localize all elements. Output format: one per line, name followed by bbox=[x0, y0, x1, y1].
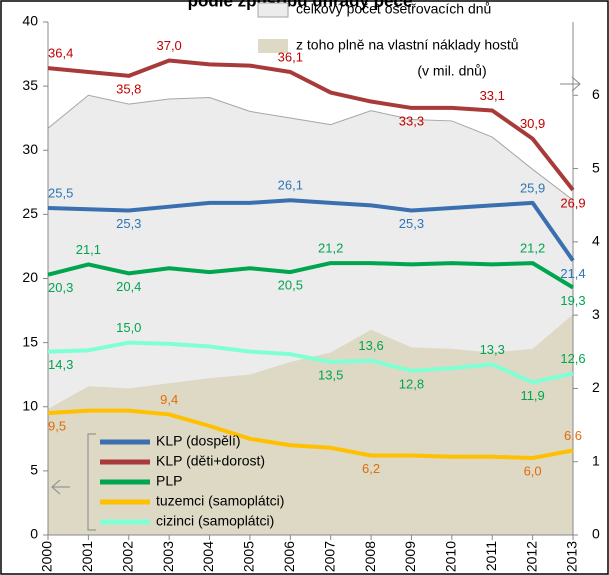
data-label: 21,2 bbox=[520, 241, 545, 256]
y-tick-label: 20 bbox=[22, 269, 38, 285]
data-label: 12,8 bbox=[399, 376, 424, 391]
line bbox=[47, 261, 575, 290]
data-label: 9,5 bbox=[48, 419, 66, 434]
legend-bracket bbox=[87, 433, 96, 531]
x-tick-label: 2008 bbox=[362, 541, 378, 572]
data-label: 6,2 bbox=[362, 461, 380, 476]
data-label: 20,3 bbox=[48, 280, 73, 295]
x-tick-label: 2010 bbox=[443, 541, 459, 572]
y2-tick-label: 0 bbox=[592, 526, 600, 542]
x-tick-label: 2013 bbox=[564, 541, 580, 572]
data-label: 20,4 bbox=[116, 279, 141, 294]
y-tick-label: 25 bbox=[22, 205, 38, 221]
x-tick-label: 2004 bbox=[200, 541, 216, 572]
x-tick-label: 2009 bbox=[402, 541, 418, 572]
y-tick-label: 5 bbox=[30, 462, 38, 478]
data-label: 20,5 bbox=[278, 278, 303, 293]
data-label: 37,0 bbox=[156, 38, 181, 53]
legend-swatch bbox=[257, 2, 289, 18]
line bbox=[47, 198, 575, 262]
data-label: 13,3 bbox=[480, 342, 505, 357]
y2-tick-label: 4 bbox=[592, 233, 600, 249]
arrow-left bbox=[51, 479, 70, 495]
data-label: 6,6 bbox=[564, 428, 582, 443]
x-tick-label: 2000 bbox=[39, 541, 55, 572]
data-label: 33,1 bbox=[480, 88, 505, 103]
y2-tick-label: 1 bbox=[592, 452, 600, 468]
y-tick-label: 10 bbox=[22, 397, 38, 413]
data-label: 15,0 bbox=[116, 320, 141, 335]
data-label: 26,1 bbox=[278, 178, 303, 193]
arrow-right bbox=[560, 76, 581, 92]
data-label: 21,4 bbox=[560, 266, 585, 281]
data-label: 36,1 bbox=[278, 49, 303, 64]
data-label: 6,0 bbox=[524, 463, 542, 478]
data-label: 13,6 bbox=[358, 338, 383, 353]
y2-tick-label: 2 bbox=[592, 379, 600, 395]
legend-label: tuzemci (samoplátci) bbox=[156, 493, 284, 509]
x-tick-label: 2012 bbox=[523, 541, 539, 572]
legend-label: cizinci (samoplátci) bbox=[156, 513, 274, 529]
data-label: 19,3 bbox=[560, 293, 585, 308]
x-tick-label: 2011 bbox=[483, 541, 499, 571]
chart-title: podle způsobu úhrady péče bbox=[188, 0, 413, 10]
legend-label: PLP bbox=[156, 473, 182, 489]
line bbox=[47, 340, 574, 385]
data-label: 13,5 bbox=[318, 367, 343, 382]
legend-label: KLP (děti+dorost) bbox=[156, 453, 265, 469]
data-label: 25,9 bbox=[520, 180, 545, 195]
data-label: 26,9 bbox=[560, 195, 585, 210]
data-label: 21,1 bbox=[76, 242, 101, 257]
x-tick-label: 2007 bbox=[321, 541, 337, 572]
y-tick-label: 40 bbox=[22, 13, 38, 29]
x-tick-label: 2001 bbox=[79, 541, 95, 572]
data-label: 11,9 bbox=[520, 388, 544, 403]
data-label: 33,3 bbox=[399, 113, 424, 128]
data-label: 21,2 bbox=[318, 241, 343, 256]
data-label: 25,3 bbox=[116, 216, 141, 231]
legend-label: KLP (dospělí) bbox=[156, 433, 241, 449]
legend-label: celkový počet ošetřovacích dnů bbox=[296, 1, 491, 17]
y-tick-label: 30 bbox=[22, 141, 38, 157]
x-tick-label: 2005 bbox=[241, 541, 257, 572]
x-tick-label: 2002 bbox=[119, 541, 135, 572]
data-label: 25,3 bbox=[399, 216, 424, 231]
data-label: 36,4 bbox=[48, 46, 73, 61]
data-label: 12,6 bbox=[560, 351, 585, 366]
y-tick-label: 0 bbox=[30, 526, 38, 542]
y-tick-label: 35 bbox=[22, 77, 38, 93]
x-tick-label: 2006 bbox=[281, 541, 297, 572]
line bbox=[47, 58, 575, 192]
data-label: 14,3 bbox=[48, 357, 73, 372]
data-label: 35,8 bbox=[116, 81, 141, 96]
x-tick-label: 2003 bbox=[160, 541, 176, 572]
y-tick-label: 15 bbox=[22, 333, 38, 349]
data-label: 9,4 bbox=[160, 392, 178, 407]
annotation: (v mil. dnů) bbox=[417, 63, 486, 79]
data-label: 25,5 bbox=[48, 185, 73, 200]
y2-tick-label: 6 bbox=[592, 86, 600, 102]
y2-tick-label: 5 bbox=[592, 159, 600, 175]
legend-label: z toho plně na vlastní náklady hostů bbox=[296, 37, 519, 53]
legend-swatch bbox=[258, 39, 288, 53]
y2-tick-label: 3 bbox=[592, 306, 600, 322]
line bbox=[47, 408, 574, 461]
data-label: 30,9 bbox=[520, 116, 545, 131]
